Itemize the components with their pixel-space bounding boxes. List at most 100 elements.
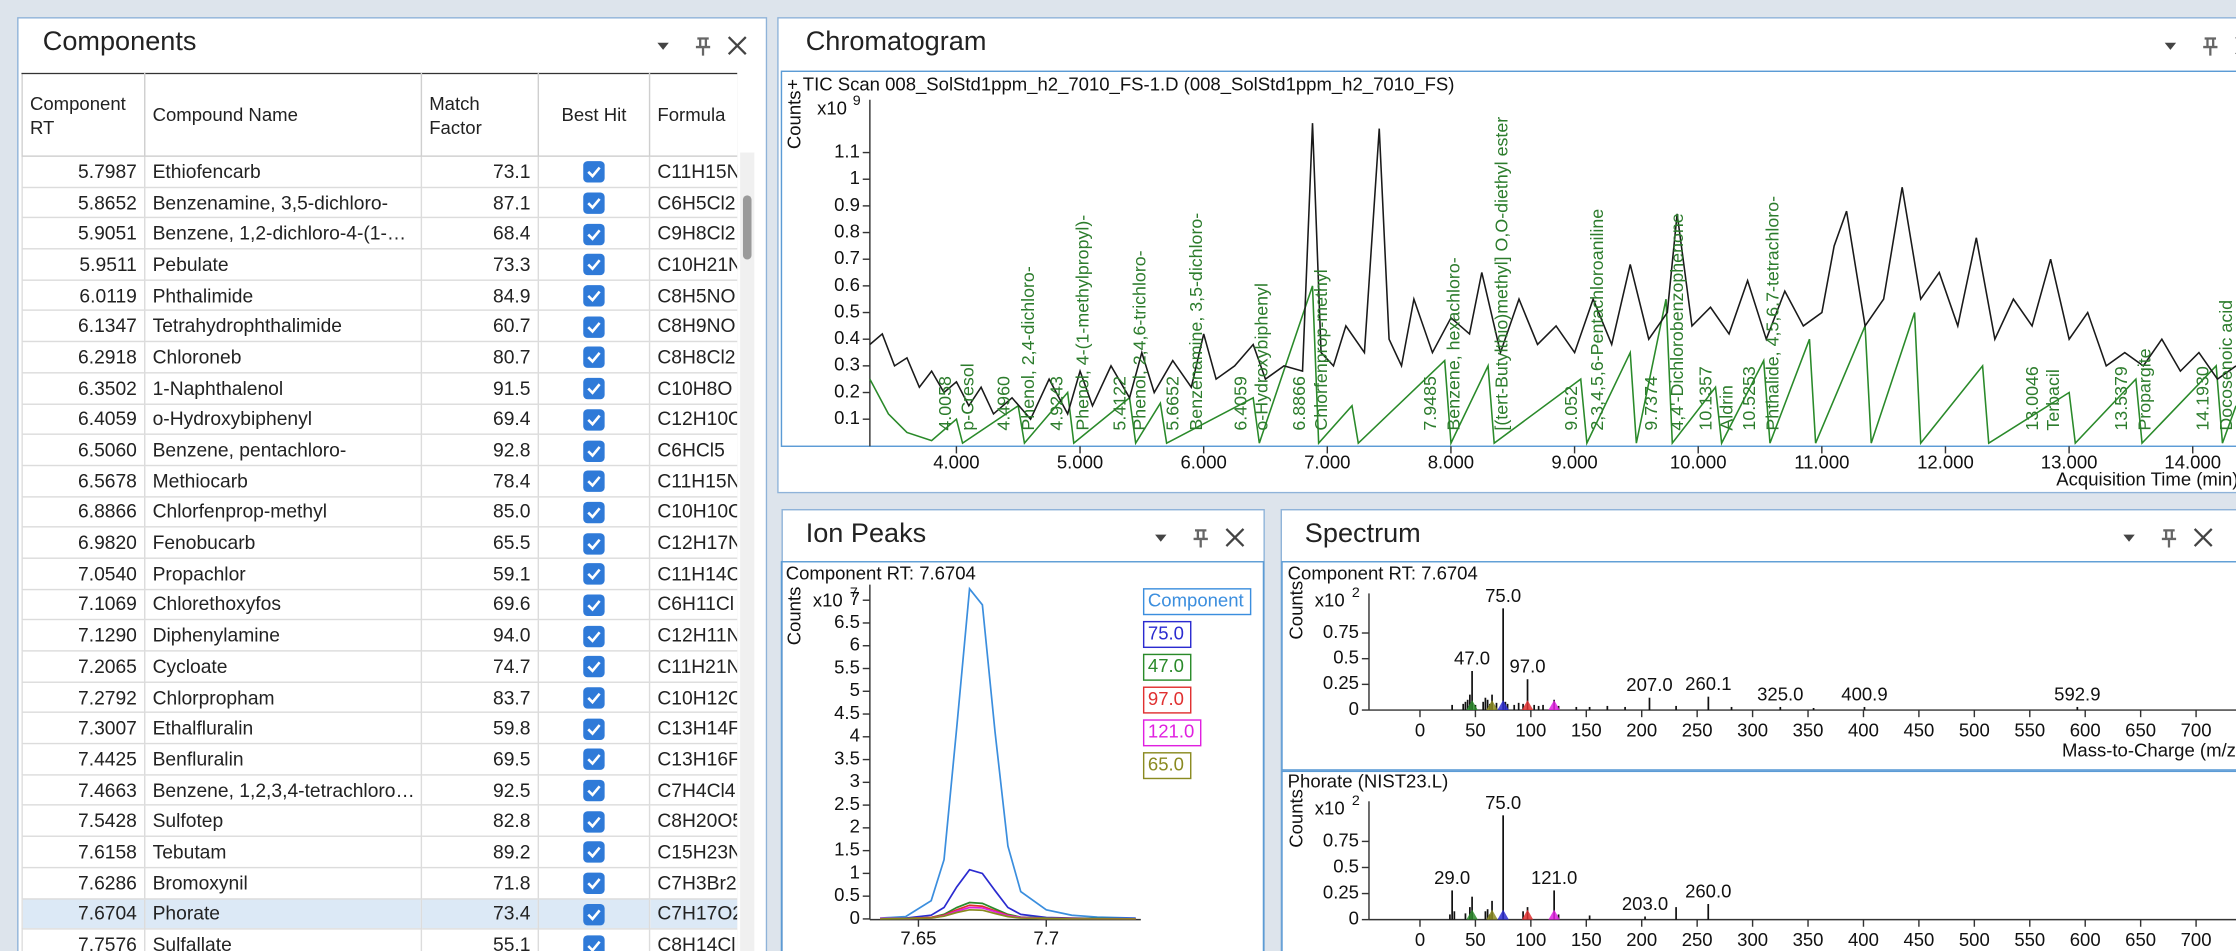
close-icon[interactable] (1225, 528, 1245, 547)
dropdown-icon[interactable] (2123, 534, 2135, 542)
table-row[interactable]: 7.1069 Chlorethoxyfos 69.6 C6H11Cl (21, 588, 738, 621)
checkbox[interactable] (583, 223, 605, 245)
table-row[interactable]: 7.4663 Benzene, 1,2,3,4-tetrachloro… 92.5 C… (21, 773, 738, 807)
dropdown-icon[interactable] (657, 42, 669, 50)
panel-title: Ion Peaks (805, 518, 927, 549)
checkbox[interactable] (583, 656, 605, 678)
formula-cell: C6H11Cl (648, 588, 738, 621)
table-row[interactable]: 7.3007 Ethalfluralin 59.8 C13H14F (21, 712, 738, 745)
table-row[interactable]: 5.7987 Ethiofencarb 73.1 C11H15N (21, 155, 738, 188)
library-spectrum-frame (1281, 770, 2236, 951)
checkbox[interactable] (583, 192, 605, 214)
check-glyph (587, 692, 601, 705)
pin-icon[interactable] (2203, 37, 2218, 56)
checkbox[interactable] (583, 161, 605, 183)
table-row[interactable]: 7.6286 Bromoxynil 71.8 C7H3Br2 (21, 866, 738, 899)
checkbox[interactable] (583, 285, 605, 307)
table-row[interactable]: 7.5428 Sulfotep 82.8 C8H20O5 (21, 804, 738, 838)
y-scale: x10 (1315, 798, 1345, 819)
x-tick-label: 100 (1515, 929, 1546, 950)
table-row[interactable]: 7.4425 Benfluralin 69.5 C13H16F (21, 742, 738, 776)
table-row[interactable]: 7.6704 Phorate 73.4 C7H17O2 (21, 897, 738, 930)
name-cell: Bromoxynil (144, 866, 423, 899)
peak-label: 29.0 (1434, 867, 1470, 888)
table-row[interactable]: 7.6158 Tebutam 89.2 C15H23N (21, 835, 738, 869)
formula-cell: C10H10C (648, 495, 738, 528)
checkbox[interactable] (583, 779, 605, 802)
table-row[interactable]: 7.2065 Cycloate 74.7 C11H21N (21, 650, 738, 683)
pin-icon[interactable] (2161, 529, 2177, 548)
column-header[interactable]: Best Hit (537, 72, 651, 157)
y-tick-label: 1 (850, 861, 860, 882)
check (587, 630, 601, 643)
table-row[interactable]: 7.1290 Diphenylamine 94.0 C12H11N (21, 619, 738, 652)
ion-peaks-frame (780, 561, 1265, 951)
checkbox[interactable] (583, 872, 605, 895)
rt-cell: 7.4663 (21, 773, 146, 807)
best-hit-cell (537, 681, 651, 714)
column-header[interactable]: Match Factor (420, 72, 540, 157)
checkbox[interactable] (583, 594, 605, 616)
checkbox[interactable] (583, 408, 605, 431)
dropdown-icon[interactable] (1155, 534, 1167, 542)
checkbox[interactable] (583, 316, 605, 338)
close-icon[interactable] (2193, 528, 2213, 547)
checkbox[interactable] (583, 934, 605, 951)
y-scale: x10 (817, 98, 847, 119)
checkbox[interactable] (583, 532, 605, 555)
checkbox[interactable] (583, 749, 605, 771)
peak-annotation: Benzenamine, 3,5-dichloro- (1186, 213, 1206, 431)
checkbox[interactable] (583, 625, 605, 647)
table-row[interactable]: 7.0540 Propachlor 59.1 C11H14C (21, 557, 738, 590)
peak-annotation: 6.4059 (1231, 376, 1251, 431)
checkbox[interactable] (583, 687, 605, 709)
table-row[interactable]: 6.2918 Chloroneb 80.7 C8H8Cl2 (21, 340, 738, 374)
scrollbar[interactable] (740, 152, 755, 951)
checkbox[interactable] (583, 810, 605, 833)
table-row[interactable]: 6.8866 Chlorfenprop-methyl 85.0 C10H10C (21, 495, 738, 528)
table-row[interactable]: 6.5678 Methiocarb 78.4 C11H15N (21, 464, 738, 497)
table-row[interactable]: 6.1347 Tetrahydrophthalimide 60.7 C8H9NO (21, 310, 738, 343)
table-row[interactable]: 6.3502 1-Naphthalenol 91.5 C10H8O (21, 371, 738, 405)
peak-annotation: 9.7374 (1641, 376, 1661, 431)
checkbox[interactable] (583, 378, 605, 400)
chart-header: Component RT: 7.6704 (1288, 562, 1478, 583)
ion-marker (1521, 700, 1534, 711)
table-row[interactable]: 6.9820 Fenobucarb 65.5 C12H17N (21, 526, 738, 559)
check-glyph (587, 259, 601, 272)
dropdown-icon[interactable] (2164, 42, 2177, 50)
checkbox[interactable] (583, 254, 605, 276)
checkbox[interactable] (583, 841, 605, 864)
check-glyph (587, 538, 601, 550)
checkbox[interactable] (583, 718, 605, 740)
pin-icon[interactable] (1193, 529, 1208, 548)
checkbox[interactable] (583, 470, 605, 493)
ion-trace (880, 586, 1136, 919)
ion-trace (880, 868, 1136, 920)
table-row[interactable]: 7.2792 Chlorpropham 83.7 C10H12C (21, 681, 738, 714)
scroll-thumb[interactable] (742, 195, 752, 260)
peak-label: 207.0 (1626, 674, 1672, 695)
checkbox[interactable] (583, 903, 605, 926)
peak-label: 75.0 (1485, 585, 1521, 606)
table-row[interactable]: 5.9051 Benzene, 1,2-dichloro-4-(1-… 68.4 C9… (21, 217, 738, 250)
legend-label: Component (1148, 590, 1245, 611)
checkbox[interactable] (583, 501, 605, 524)
close-icon[interactable] (727, 36, 747, 55)
table-row[interactable]: 5.8652 Benzenamine, 3,5-dichloro- 87.1 C6H5… (21, 186, 738, 219)
checkbox[interactable] (583, 563, 605, 585)
column-header[interactable]: Formula (648, 72, 738, 157)
x-tick-label: 7.7 (1033, 927, 1059, 948)
check-glyph (587, 816, 601, 828)
y-tick-label: 0.6 (834, 274, 860, 295)
rt-cell: 7.0540 (21, 557, 146, 590)
peak-label: 592.9 (2054, 683, 2100, 704)
column-header[interactable]: Compound Name (144, 72, 423, 157)
checkbox[interactable] (583, 347, 605, 369)
pin-icon[interactable] (695, 37, 711, 56)
table-row[interactable]: 7.7576 Sulfallate 55.1 C8H14Cl (21, 928, 738, 951)
rt-cell: 5.7987 (21, 155, 146, 188)
column-header[interactable]: Component RT (21, 72, 146, 157)
checkbox[interactable] (583, 439, 605, 462)
